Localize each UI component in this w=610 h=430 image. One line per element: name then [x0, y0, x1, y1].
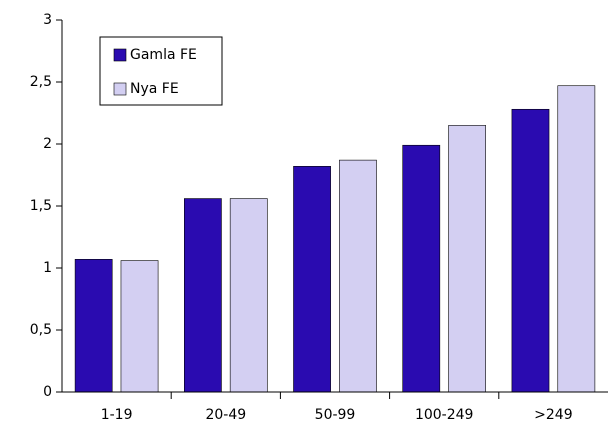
- x-tick-label: 50-99: [315, 407, 356, 423]
- y-tick-label: 2,5: [30, 74, 52, 90]
- legend-swatch: [113, 48, 127, 62]
- bar: [557, 85, 596, 393]
- x-tick-label: 20-49: [205, 407, 246, 423]
- x-tick-label: >249: [534, 407, 572, 423]
- bar: [184, 198, 222, 393]
- bar: [402, 144, 441, 393]
- y-tick-label: 1: [43, 260, 52, 276]
- legend-label: Gamla FE: [130, 47, 197, 63]
- bar: [229, 198, 268, 393]
- y-tick-label: 2: [43, 136, 52, 152]
- bar: [293, 166, 331, 393]
- bar: [74, 259, 113, 393]
- y-tick-label: 3: [43, 12, 52, 28]
- y-tick-label: 0,5: [30, 322, 52, 338]
- x-tick-label: 1-19: [101, 407, 133, 423]
- legend-label: Nya FE: [130, 81, 179, 97]
- y-tick-label: 1,5: [30, 198, 52, 214]
- bar: [511, 108, 550, 393]
- bar: [448, 125, 486, 393]
- x-tick-label: 100-249: [415, 407, 474, 423]
- bar: [120, 260, 159, 393]
- y-tick-label: 0: [43, 384, 52, 400]
- bar: [339, 159, 377, 393]
- legend-swatch: [113, 82, 127, 96]
